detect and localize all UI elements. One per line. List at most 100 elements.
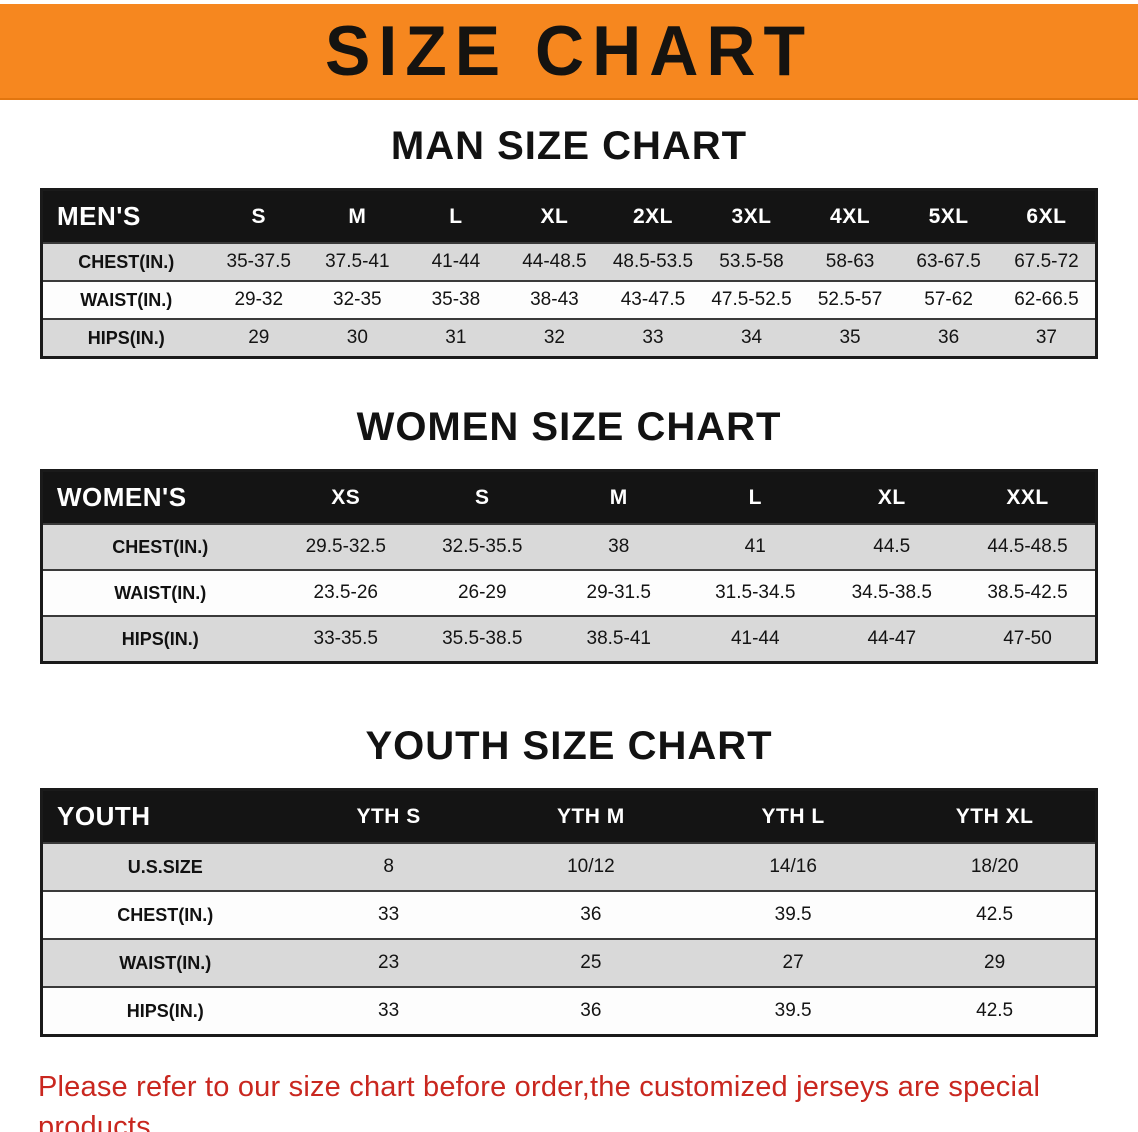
size-value-cell: 37.5-41 xyxy=(325,251,390,272)
size-header-cell: 6XL xyxy=(997,189,1097,243)
size-value-cell: 36 xyxy=(938,327,960,348)
table-row: WAIST(IN.) 23.5-26 26-29 29-31.5 31.5-34.5 34… xyxy=(41,570,1097,616)
size-value-cell: 41-44 xyxy=(730,628,780,649)
size-value-cell: 8 xyxy=(383,856,394,877)
size-value-cell: 26-29 xyxy=(457,582,507,603)
size-value-cell: 25 xyxy=(580,952,602,973)
size-value-cell: 48.5-53.5 xyxy=(612,251,694,272)
size-value-cell: 35-38 xyxy=(431,289,481,310)
table-title-cell: MEN'S xyxy=(41,189,210,243)
row-label: CHEST(IN.) xyxy=(78,251,175,272)
size-value-cell: 33 xyxy=(378,1000,400,1021)
size-value-cell: 23 xyxy=(378,952,400,973)
size-value-cell: 44.5 xyxy=(873,536,911,557)
row-label: HIPS(IN.) xyxy=(126,1000,204,1021)
size-value-cell: 33-35.5 xyxy=(313,628,378,649)
size-value-cell: 42.5 xyxy=(976,904,1014,925)
table-row: CHEST(IN.) 33 36 39.5 42.5 xyxy=(41,891,1097,939)
page-title: SIZE CHART xyxy=(325,11,813,91)
size-header-cell: L xyxy=(687,470,824,524)
size-value-cell: 31 xyxy=(445,327,467,348)
row-label: WAIST(IN.) xyxy=(114,582,207,603)
size-header-cell: S xyxy=(414,470,551,524)
size-value-cell: 41 xyxy=(744,536,766,557)
youth-size-table: YOUTH YTH S YTH M YTH L YTH XL U.S.SIZE 8 10/12… xyxy=(40,788,1098,1037)
size-value-cell: 67.5-72 xyxy=(1014,251,1079,272)
size-value-cell: 43-47.5 xyxy=(620,289,686,310)
youth-size-section: YOUTH SIZE CHART YOUTH YTH S YTH M YTH L YTH… xyxy=(0,724,1138,1037)
size-header-cell: 2XL xyxy=(603,189,703,243)
banner: SIZE CHART xyxy=(0,4,1138,100)
women-size-heading: WOMEN SIZE CHART xyxy=(356,405,782,449)
size-value-cell: 27 xyxy=(782,952,804,973)
table-row: HIPS(IN.) 29 30 31 32 33 34 35 36 37 xyxy=(41,319,1097,358)
size-value-cell: 31.5-34.5 xyxy=(715,582,796,603)
table-row: CHEST(IN.) 29.5-32.5 32.5-35.5 38 41 44.5 44.5… xyxy=(41,524,1097,570)
size-value-cell: 34.5-38.5 xyxy=(851,582,932,603)
table-row: WAIST(IN.) 23 25 27 29 xyxy=(41,939,1097,987)
row-label: CHEST(IN.) xyxy=(117,904,214,925)
size-value-cell: 36 xyxy=(580,904,602,925)
row-label: WAIST(IN.) xyxy=(80,289,173,310)
header-row: MEN'S S M L XL 2XL 3XL 4XL 5XL 6XL xyxy=(41,189,1097,243)
size-value-cell: 37 xyxy=(1035,327,1057,348)
size-value-cell: 63-67.5 xyxy=(916,251,981,272)
size-header-cell: YTH L xyxy=(692,789,895,843)
header-row: WOMEN'S XS S M L XL XXL xyxy=(41,470,1097,524)
size-value-cell: 39.5 xyxy=(774,904,812,925)
table-title-cell: YOUTH xyxy=(41,789,288,843)
table-row: HIPS(IN.) 33 36 39.5 42.5 xyxy=(41,987,1097,1036)
size-value-cell: 35.5-38.5 xyxy=(442,628,523,649)
size-value-cell: 58-63 xyxy=(825,251,875,272)
size-value-cell: 10/12 xyxy=(567,856,615,877)
size-header-cell: XS xyxy=(277,470,414,524)
size-header-cell: XL xyxy=(505,189,604,243)
size-header-cell: YTH M xyxy=(489,789,692,843)
size-header-cell: 4XL xyxy=(800,189,900,243)
size-value-cell: 53.5-58 xyxy=(719,251,784,272)
size-value-cell: 23.5-26 xyxy=(313,582,378,603)
mens-size-table: MEN'S S M L XL 2XL 3XL 4XL 5XL 6XL CHEST(IN.) 35-37… xyxy=(40,188,1098,359)
size-header-cell: L xyxy=(406,189,506,243)
size-value-cell: 47-50 xyxy=(1003,628,1052,649)
size-header-cell: YTH S xyxy=(287,789,490,843)
size-value-cell: 41-44 xyxy=(431,251,481,272)
size-header-cell: M xyxy=(308,189,407,243)
size-header-cell: XL xyxy=(823,470,960,524)
size-value-cell: 29-32 xyxy=(234,289,284,310)
row-label: U.S.SIZE xyxy=(127,856,203,877)
size-value-cell: 33 xyxy=(642,327,664,348)
row-label: WAIST(IN.) xyxy=(119,952,212,973)
size-header-cell: M xyxy=(550,470,687,524)
size-value-cell: 39.5 xyxy=(774,1000,812,1021)
size-value-cell: 32-35 xyxy=(333,289,382,310)
size-value-cell: 62-66.5 xyxy=(1014,289,1079,310)
size-value-cell: 38-43 xyxy=(530,289,579,310)
size-value-cell: 29 xyxy=(984,952,1006,973)
size-header-cell: S xyxy=(209,189,309,243)
man-size-section: MAN SIZE CHART MEN'S S M L XL 2XL 3XL 4XL 5XL 6XL… xyxy=(0,124,1138,359)
size-value-cell: 38.5-42.5 xyxy=(987,582,1068,603)
size-value-cell: 18/20 xyxy=(970,856,1019,877)
youth-size-heading: YOUTH SIZE CHART xyxy=(365,724,773,768)
size-value-cell: 44-47 xyxy=(867,628,917,649)
size-value-cell: 29-31.5 xyxy=(586,582,651,603)
table-row: WAIST(IN.) 29-32 32-35 35-38 38-43 43-47.5 47.… xyxy=(41,281,1097,319)
header-row: YOUTH YTH S YTH M YTH L YTH XL xyxy=(41,789,1097,843)
size-value-cell: 35 xyxy=(839,327,861,348)
size-value-cell: 34 xyxy=(740,327,763,348)
size-value-cell: 32 xyxy=(543,327,565,348)
table-row: U.S.SIZE 8 10/12 14/16 18/20 xyxy=(41,843,1097,891)
size-value-cell: 47.5-52.5 xyxy=(711,289,792,310)
table-title-cell: WOMEN'S xyxy=(41,470,278,524)
size-value-cell: 44.5-48.5 xyxy=(987,536,1068,557)
womens-size-table: WOMEN'S XS S M L XL XXL CHEST(IN.) 29.5-32.5 32.5… xyxy=(40,469,1098,664)
table-row: HIPS(IN.) 33-35.5 35.5-38.5 38.5-41 41-44 44-… xyxy=(41,616,1097,663)
size-value-cell: 44-48.5 xyxy=(522,251,587,272)
size-value-cell: 38 xyxy=(608,536,630,557)
size-value-cell: 35-37.5 xyxy=(226,251,291,272)
size-value-cell: 29.5-32.5 xyxy=(305,536,386,557)
size-value-cell: 29 xyxy=(248,327,270,348)
size-value-cell: 38.5-41 xyxy=(586,628,651,649)
row-label: HIPS(IN.) xyxy=(121,628,199,649)
